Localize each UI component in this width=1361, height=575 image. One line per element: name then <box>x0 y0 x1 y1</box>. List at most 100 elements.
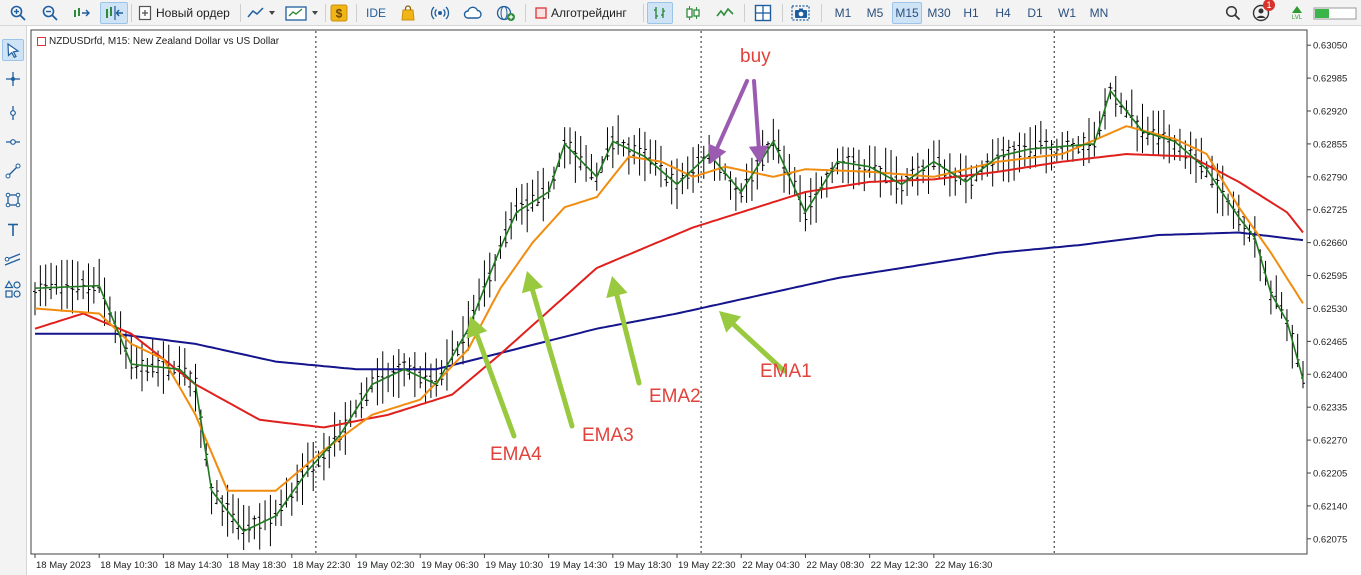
buy-arrow-right <box>748 79 769 164</box>
timeframe-m15[interactable]: M15 <box>892 2 922 24</box>
price-bar <box>1199 137 1204 180</box>
market-button[interactable]: $ <box>328 2 350 24</box>
price-bar <box>996 138 1001 172</box>
zoom-in-icon <box>10 5 26 21</box>
cloud-icon <box>463 6 482 19</box>
ema3-annotation: EMA3 <box>582 425 634 446</box>
annotation-arrows <box>466 79 787 439</box>
timeframe-m1[interactable]: M1 <box>834 6 852 20</box>
time-tick-label: 19 May 10:30 <box>485 560 543 571</box>
shapes-tool[interactable] <box>2 278 24 300</box>
connection-status[interactable]: LVL <box>1287 2 1307 24</box>
zoom-out-button[interactable] <box>38 2 62 24</box>
price-bar <box>43 264 48 307</box>
time-tick-label: 22 May 04:30 <box>742 560 800 571</box>
price-tick-label: 0.62400 <box>1313 370 1347 381</box>
time-tick-label: 19 May 02:30 <box>357 560 415 571</box>
profile-notifications-button[interactable]: 1 <box>1250 0 1275 24</box>
algo-trading-label: Алготрейдинг <box>551 6 627 20</box>
time-tick-label: 18 May 18:30 <box>229 560 287 571</box>
ide-label: IDE <box>365 6 386 20</box>
price-bar <box>1242 216 1247 246</box>
time-tick-label: 18 May 2023 <box>36 560 91 571</box>
stop-icon <box>535 7 547 19</box>
tile-windows-button[interactable] <box>750 2 776 24</box>
cursor-tool[interactable] <box>2 39 24 61</box>
period-separators <box>315 31 1055 553</box>
algo-trading-button[interactable]: Алготрейдинг <box>532 2 640 24</box>
price-bar <box>295 464 300 502</box>
channel-tool[interactable] <box>2 248 24 270</box>
price-bar <box>1161 110 1166 160</box>
vps-button[interactable] <box>460 2 486 24</box>
price-bar <box>846 147 851 184</box>
time-tick-label: 18 May 22:30 <box>293 560 351 571</box>
price-tick-label: 0.62530 <box>1313 304 1347 315</box>
ema4-annotation: EMA4 <box>490 444 542 465</box>
drawing-tools-panel <box>0 26 27 575</box>
price-tick-label: 0.62660 <box>1313 238 1347 249</box>
crosshair-tool[interactable] <box>2 68 24 90</box>
chart-type-dropdown[interactable] <box>245 2 279 24</box>
timeframe-d1[interactable]: D1 <box>1027 6 1043 20</box>
main-toolbar: Новый ордер $ IDE Алготрейдинг <box>0 0 1361 26</box>
price-bar <box>230 494 235 534</box>
chart-shift-button[interactable] <box>70 2 94 24</box>
bar-chart-button[interactable] <box>647 2 673 24</box>
autoscroll-icon <box>106 6 123 20</box>
price-bar <box>75 261 80 301</box>
autoscroll-button[interactable] <box>100 2 128 24</box>
line-button[interactable] <box>712 2 738 24</box>
signals-button[interactable] <box>427 2 453 24</box>
vertical-line-tool[interactable] <box>2 102 24 124</box>
search-button[interactable] <box>1222 2 1244 24</box>
templates-dropdown[interactable] <box>284 2 322 24</box>
price-bar <box>963 155 968 204</box>
new-order-icon <box>138 5 152 21</box>
cursor-icon <box>7 42 20 58</box>
camera-icon <box>791 5 810 21</box>
notification-badge: 1 <box>1263 0 1275 11</box>
price-tick-label: 0.62140 <box>1313 501 1347 512</box>
price-bar <box>1279 292 1284 319</box>
new-order-button[interactable]: Новый ордер <box>136 2 236 24</box>
price-bar <box>49 262 54 300</box>
radio-waves-icon <box>430 6 450 20</box>
rectangle-icon <box>5 192 21 208</box>
price-bar <box>311 441 316 492</box>
price-scale: 0.63050 0.62985 0.62920 0.62855 0.62790 0.627… <box>1307 41 1347 545</box>
price-bar <box>343 402 348 455</box>
price-chart[interactable]: 0.63050 0.62985 0.62920 0.62855 0.62790 0.627… <box>27 26 1361 575</box>
screenshot-button[interactable] <box>788 2 814 24</box>
text-tool[interactable] <box>2 219 24 241</box>
zoom-in-button[interactable] <box>6 2 30 24</box>
rectangle-tool[interactable] <box>2 189 24 211</box>
price-bar <box>461 316 466 365</box>
ema1-annotation: EMA1 <box>760 361 812 382</box>
candlestick-button[interactable] <box>680 2 706 24</box>
candlestick-icon <box>686 6 700 20</box>
timeframe-m30[interactable]: M30 <box>927 6 951 20</box>
price-bar <box>1054 138 1059 163</box>
community-button[interactable] <box>493 2 519 24</box>
time-tick-label: 18 May 10:30 <box>100 560 158 571</box>
timeframe-h1[interactable]: H1 <box>963 6 979 20</box>
price-bar <box>257 503 262 550</box>
search-icon <box>1225 5 1241 21</box>
horizontal-line-tool[interactable] <box>2 131 24 153</box>
price-bar <box>145 357 150 382</box>
price-bar <box>1081 132 1086 166</box>
timeframe-w1[interactable]: W1 <box>1058 6 1076 20</box>
ide-button[interactable]: IDE <box>362 2 390 24</box>
market-bag-button[interactable] <box>396 2 420 24</box>
price-bar <box>664 168 669 187</box>
trendline-tool[interactable] <box>2 160 24 182</box>
timeframe-h4[interactable]: H4 <box>995 6 1011 20</box>
price-bar <box>1044 129 1049 174</box>
price-bar <box>851 147 856 190</box>
templates-icon <box>285 6 318 21</box>
ema2-annotation: EMA2 <box>649 386 701 407</box>
timeframe-mn[interactable]: MN <box>1089 6 1109 20</box>
price-bar <box>150 337 155 378</box>
timeframe-m5[interactable]: M5 <box>866 6 884 20</box>
